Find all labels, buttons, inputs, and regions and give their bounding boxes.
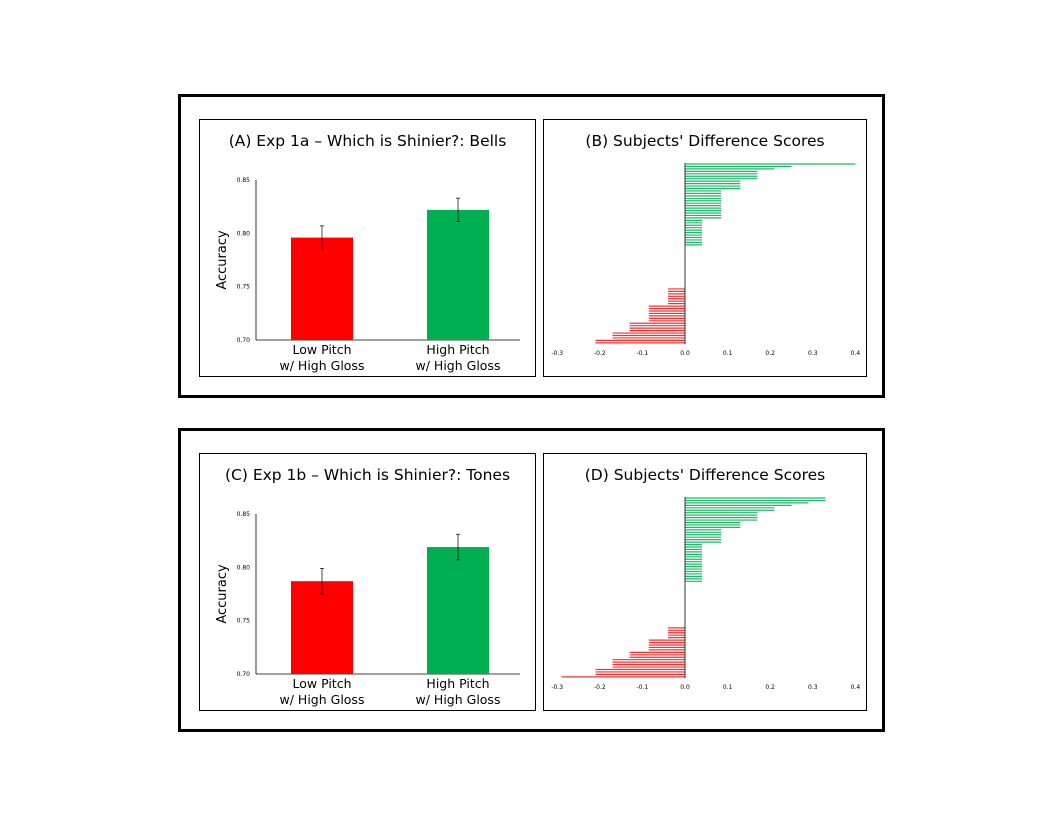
y-tick-label: 0.75 bbox=[237, 618, 251, 625]
y-tick-label: 0.85 bbox=[237, 511, 251, 518]
x-tick-label: 0.1 bbox=[723, 684, 733, 691]
x-tick-label: -0.3 bbox=[551, 684, 563, 691]
x-tick-label: 0.1 bbox=[723, 350, 733, 357]
bar bbox=[427, 209, 489, 340]
difference-panel-b: (B) Subjects' Difference Scores -0.3 -0.2… bbox=[543, 119, 867, 377]
x-tick-label: -0.2 bbox=[594, 350, 606, 357]
x-tick-label: 0.2 bbox=[765, 684, 775, 691]
panel-title-c: (C) Exp 1b – Which is Shinier?: Tones bbox=[224, 466, 511, 484]
bar bbox=[427, 547, 489, 674]
y-axis-label: Accuracy bbox=[215, 230, 230, 290]
panel-title-a: (A) Exp 1a – Which is Shinier?: Bells bbox=[228, 132, 507, 150]
figure-experiment-1a: (A) Exp 1a – Which is Shinier?: Bells 0.… bbox=[178, 94, 885, 398]
y-tick-label: 0.75 bbox=[237, 284, 251, 291]
y-tick-label: 0.70 bbox=[237, 337, 251, 344]
category-label: Low Pitch bbox=[292, 676, 351, 691]
x-tick-label: -0.2 bbox=[594, 684, 606, 691]
y-tick-label: 0.85 bbox=[237, 177, 251, 184]
figure-experiment-1b: (C) Exp 1b – Which is Shinier?: Tones 0.… bbox=[178, 428, 885, 732]
x-tick-label: 0.0 bbox=[680, 684, 690, 691]
x-tick-label: -0.1 bbox=[637, 350, 649, 357]
y-axis-label: Accuracy bbox=[215, 564, 230, 624]
category-label: w/ High Gloss bbox=[416, 692, 501, 707]
category-label: w/ High Gloss bbox=[280, 692, 365, 707]
x-tick-label: -0.3 bbox=[551, 350, 563, 357]
bar bbox=[291, 581, 353, 674]
x-tick-label: 0.3 bbox=[808, 350, 818, 357]
panel-title-d: (D) Subjects' Difference Scores bbox=[584, 466, 826, 484]
x-tick-label: 0.4 bbox=[851, 350, 861, 357]
category-label: High Pitch bbox=[426, 676, 489, 691]
y-tick-label: 0.70 bbox=[237, 671, 251, 678]
x-tick-label: -0.1 bbox=[637, 684, 649, 691]
x-tick-label: 0.0 bbox=[680, 350, 690, 357]
category-label: Low Pitch bbox=[292, 342, 351, 357]
x-tick-label: 0.3 bbox=[808, 684, 818, 691]
difference-panel-d: (D) Subjects' Difference Scores -0.3 -0.2… bbox=[543, 453, 867, 711]
y-tick-label: 0.80 bbox=[237, 230, 251, 237]
x-tick-label: 0.2 bbox=[765, 350, 775, 357]
category-label: w/ High Gloss bbox=[416, 358, 501, 373]
y-tick-label: 0.80 bbox=[237, 564, 251, 571]
accuracy-panel-c: (C) Exp 1b – Which is Shinier?: Tones 0.… bbox=[199, 453, 536, 711]
category-label: High Pitch bbox=[426, 342, 489, 357]
panel-title-b: (B) Subjects' Difference Scores bbox=[585, 132, 825, 150]
difference-chart-d: -0.3 -0.2 -0.1 0.0 0.1 0.2 0.3 0.4 bbox=[551, 497, 861, 691]
bar bbox=[291, 237, 353, 340]
category-label: w/ High Gloss bbox=[280, 358, 365, 373]
x-tick-label: 0.4 bbox=[851, 684, 861, 691]
accuracy-panel-a: (A) Exp 1a – Which is Shinier?: Bells 0.… bbox=[199, 119, 536, 377]
difference-chart-b: -0.3 -0.2 -0.1 0.0 0.1 0.2 0.3 0.4 bbox=[551, 163, 861, 357]
